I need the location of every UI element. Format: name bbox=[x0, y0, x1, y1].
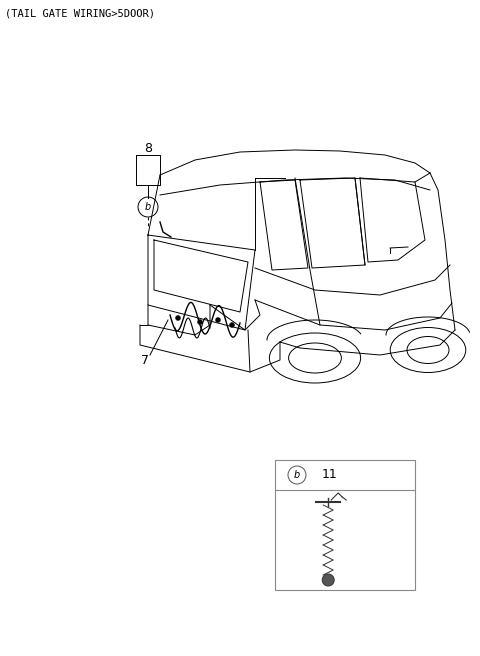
Text: (TAIL GATE WIRING>5DOOR): (TAIL GATE WIRING>5DOOR) bbox=[5, 8, 155, 18]
Circle shape bbox=[176, 316, 180, 321]
Bar bbox=[275, 460, 415, 590]
Circle shape bbox=[322, 574, 334, 586]
Text: 8: 8 bbox=[144, 142, 152, 155]
Circle shape bbox=[229, 323, 235, 327]
Text: 11: 11 bbox=[322, 468, 338, 482]
Text: b: b bbox=[294, 470, 300, 480]
Text: b: b bbox=[145, 202, 151, 212]
Circle shape bbox=[216, 318, 220, 323]
Text: 7: 7 bbox=[141, 354, 149, 367]
Circle shape bbox=[197, 319, 203, 325]
